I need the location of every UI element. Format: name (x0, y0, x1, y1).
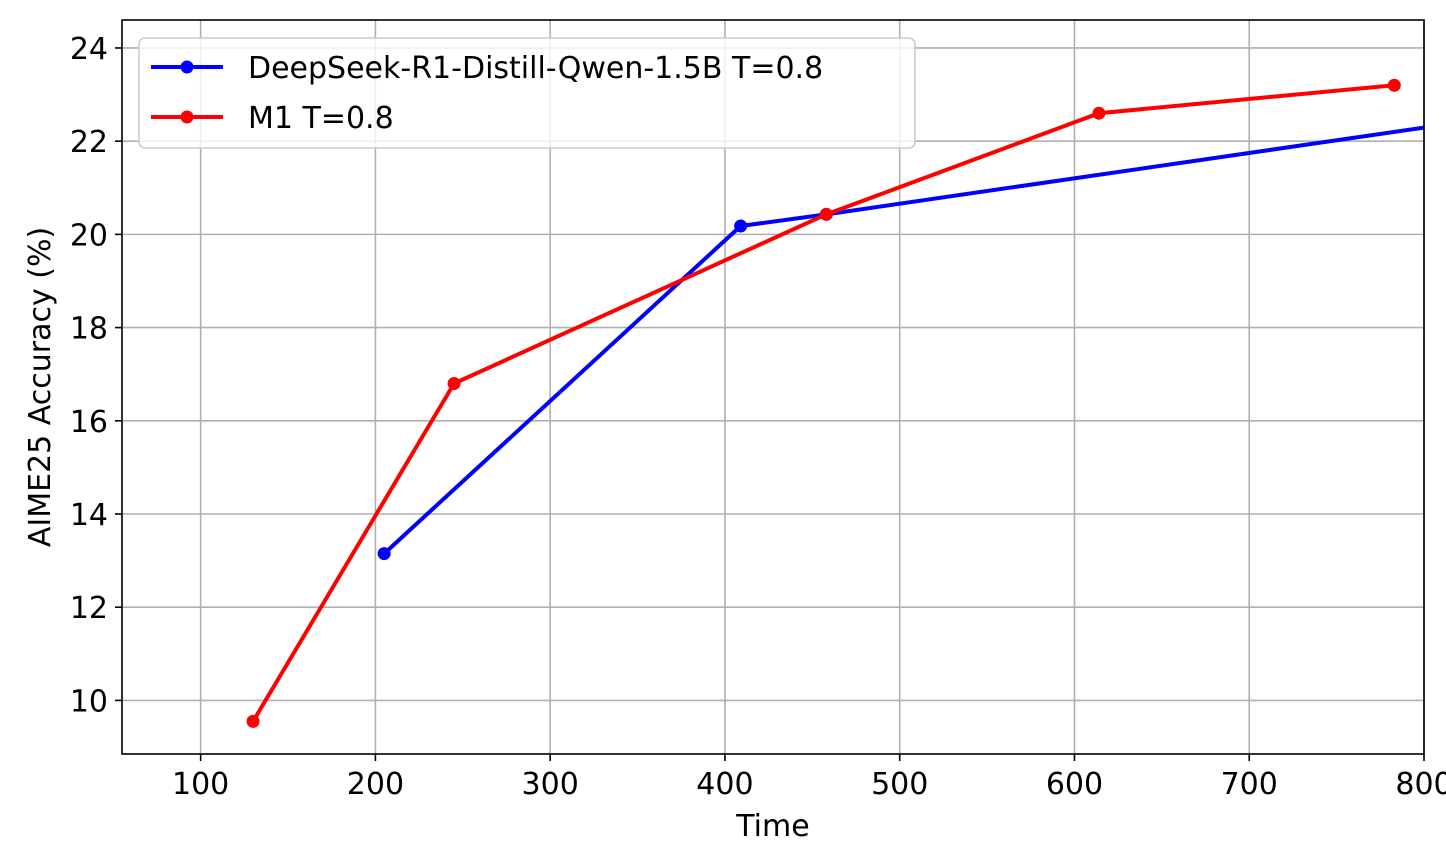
x-tick-label: 100 (172, 767, 229, 802)
data-point (447, 377, 461, 391)
y-tick-label: 10 (70, 684, 108, 719)
tick-marks (115, 47, 1425, 761)
legend-marker-m1 (180, 110, 194, 124)
y-tick-label: 18 (70, 312, 108, 347)
legend-box (138, 37, 916, 149)
y-tick-label: 12 (70, 591, 108, 626)
legend: DeepSeek-R1-Distill-Qwen-1.5B T=0.8 M1 T… (138, 37, 916, 149)
x-tick-label: 200 (347, 767, 404, 802)
x-tick-label: 300 (522, 767, 579, 802)
data-point (734, 219, 748, 233)
legend-label-m1: M1 T=0.8 (248, 101, 394, 136)
data-point (246, 714, 260, 728)
y-tick-label: 16 (70, 405, 108, 440)
data-point (377, 547, 391, 561)
y-tick-label: 14 (70, 498, 108, 533)
y-tick-label: 22 (70, 125, 108, 160)
y-tick-label: 24 (70, 32, 108, 67)
legend-marker-deepseek (180, 60, 194, 74)
series-layer (246, 78, 1424, 728)
data-point (1387, 78, 1401, 92)
x-tick-label: 800 (1395, 767, 1446, 802)
x-tick-label: 400 (696, 767, 753, 802)
plot-frame (121, 19, 1425, 755)
series-line-0 (382, 125, 1424, 556)
series-line-1 (251, 83, 1395, 723)
x-tick-label: 700 (1221, 767, 1278, 802)
data-point (819, 207, 833, 221)
legend-label-deepseek: DeepSeek-R1-Distill-Qwen-1.5B T=0.8 (248, 51, 823, 86)
data-point (1092, 106, 1106, 120)
y-tick-labels: 10 12 14 16 18 20 22 24 (70, 32, 108, 719)
x-tick-labels: 100 200 300 400 500 600 700 800 (172, 767, 1446, 802)
y-tick-label: 20 (70, 218, 108, 253)
y-axis-label: AIME25 Accuracy (%) (23, 227, 58, 547)
grid (122, 20, 1425, 754)
x-tick-label: 600 (1046, 767, 1103, 802)
x-axis-label: Time (735, 809, 809, 844)
x-tick-label: 500 (871, 767, 928, 802)
